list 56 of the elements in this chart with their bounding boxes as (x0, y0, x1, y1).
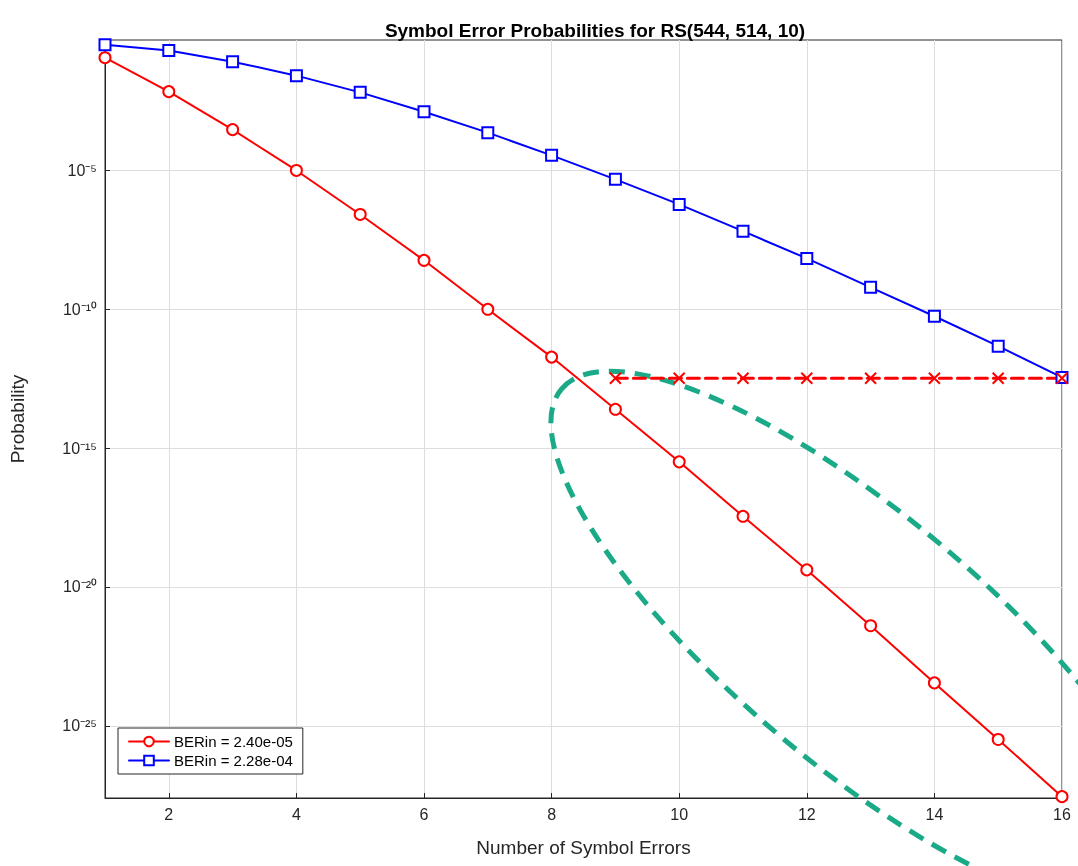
legend-label: BERin = 2.40e-05 (174, 733, 293, 750)
x-axis-title: Number of Symbol Errors (476, 837, 691, 858)
point (1055, 790, 1069, 804)
point (162, 43, 176, 57)
y-tick-label: 10⁻²⁰ (62, 578, 97, 596)
point (481, 302, 495, 316)
point (672, 371, 686, 385)
point (608, 402, 622, 416)
point (800, 251, 814, 265)
x-tick-label: 2 (164, 805, 174, 823)
y-tick-label: 10⁻⁵ (67, 161, 97, 179)
point (672, 455, 686, 469)
point (927, 371, 941, 385)
point (98, 38, 112, 52)
point (672, 197, 686, 211)
point (226, 123, 240, 137)
point (736, 224, 750, 238)
point (991, 339, 1005, 353)
point (991, 371, 1005, 385)
point (289, 163, 303, 177)
point (417, 253, 431, 267)
point (353, 85, 367, 99)
x-tick-label: 12 (797, 805, 816, 823)
point (98, 51, 112, 65)
point (927, 676, 941, 690)
point (736, 371, 750, 385)
point (927, 309, 941, 323)
x-tick-label: 8 (547, 805, 557, 823)
point (545, 148, 559, 162)
chart-title: Symbol Error Probabilities for RS(544, 514, 10) (384, 20, 806, 41)
y-tick-label: 10⁻¹⁰ (62, 300, 97, 318)
point (417, 105, 431, 119)
point (800, 371, 814, 385)
point (226, 55, 240, 69)
point (736, 509, 750, 523)
x-tick-label: 6 (419, 805, 429, 823)
point (864, 619, 878, 633)
point (864, 371, 878, 385)
x-tick-label: 16 (1053, 805, 1071, 823)
point (800, 563, 814, 577)
point (289, 69, 303, 83)
legend-label: BERin = 2.28e-04 (174, 752, 293, 769)
point (608, 371, 622, 385)
y-tick-label: 10⁻¹⁵ (62, 439, 97, 457)
x-tick-label: 4 (291, 805, 301, 823)
point (353, 207, 367, 221)
point (864, 280, 878, 294)
x-tick-label: 10 (670, 805, 689, 823)
point (545, 350, 559, 364)
point (162, 85, 176, 99)
point (608, 172, 622, 186)
y-tick-label: 10⁻²⁵ (62, 717, 97, 735)
y-axis-title: Probability (7, 374, 28, 464)
point (991, 733, 1005, 746)
point (481, 126, 495, 140)
x-tick-label: 14 (925, 805, 944, 823)
